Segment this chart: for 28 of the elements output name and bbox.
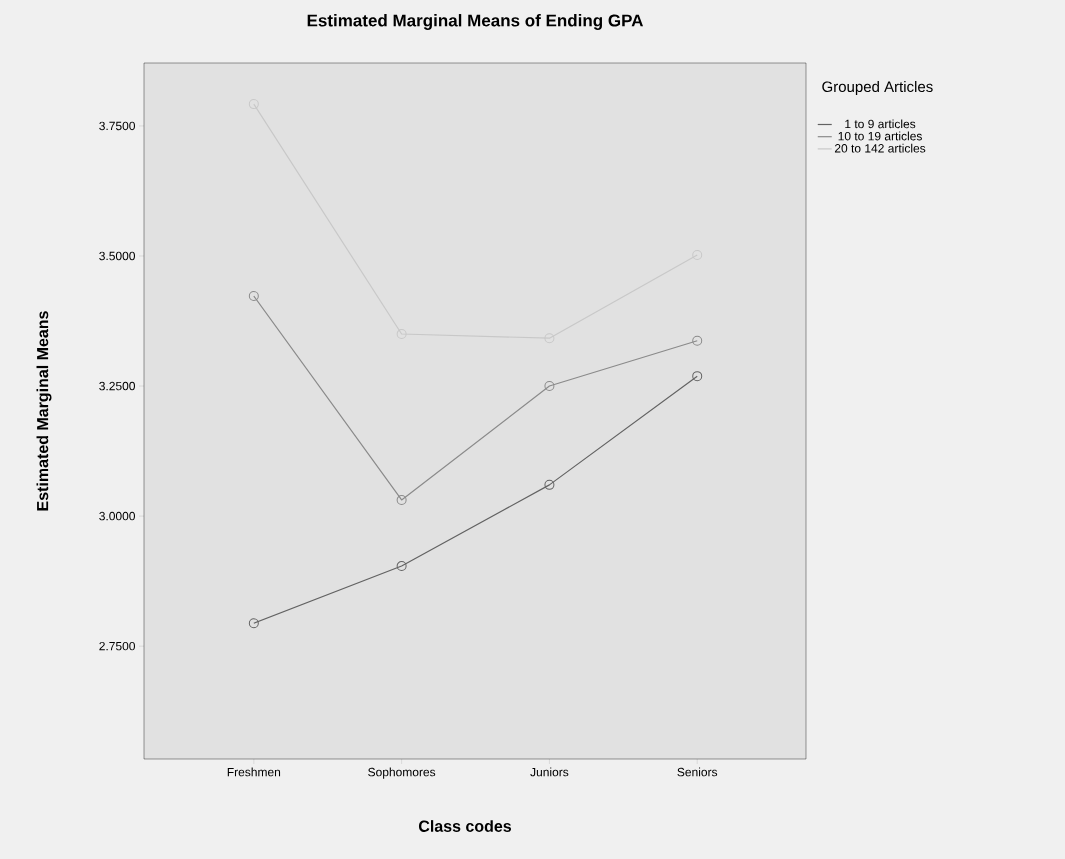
point [692, 249, 703, 260]
point [544, 333, 555, 344]
x-tick-label: Sophomores [368, 767, 436, 779]
point [396, 329, 407, 340]
chart-title: Estimated Marginal Means of Ending GPA [307, 14, 644, 30]
point [692, 335, 703, 346]
x-tick-label: Freshmen [227, 767, 281, 777]
legend-label: 10 to 19 articles [838, 131, 922, 141]
point [544, 381, 555, 392]
point [248, 99, 259, 110]
x-axis-title: Class codes [418, 820, 512, 832]
y-tick-label: 3.7500 [99, 121, 135, 131]
point [396, 561, 407, 572]
y-tick-label: 3.0000 [99, 511, 135, 521]
point [544, 479, 555, 490]
point [248, 618, 259, 629]
point [396, 494, 407, 505]
legend-label: 20 to 142 articles [834, 143, 926, 153]
x-tick-label: Juniors [530, 767, 569, 777]
point [248, 291, 259, 302]
legend-title: Grouped Articles [822, 81, 933, 95]
y-tick-label: 3.5000 [99, 251, 135, 261]
y-tick-label: 3.2500 [99, 381, 135, 391]
y-axis-title: Estimated Marginal Means [36, 311, 52, 511]
point [692, 371, 703, 382]
x-tick-label: Seniors [677, 767, 718, 777]
y-tick-label: 2.7500 [99, 641, 135, 651]
legend-label: 1 to 9 articles [845, 119, 916, 129]
